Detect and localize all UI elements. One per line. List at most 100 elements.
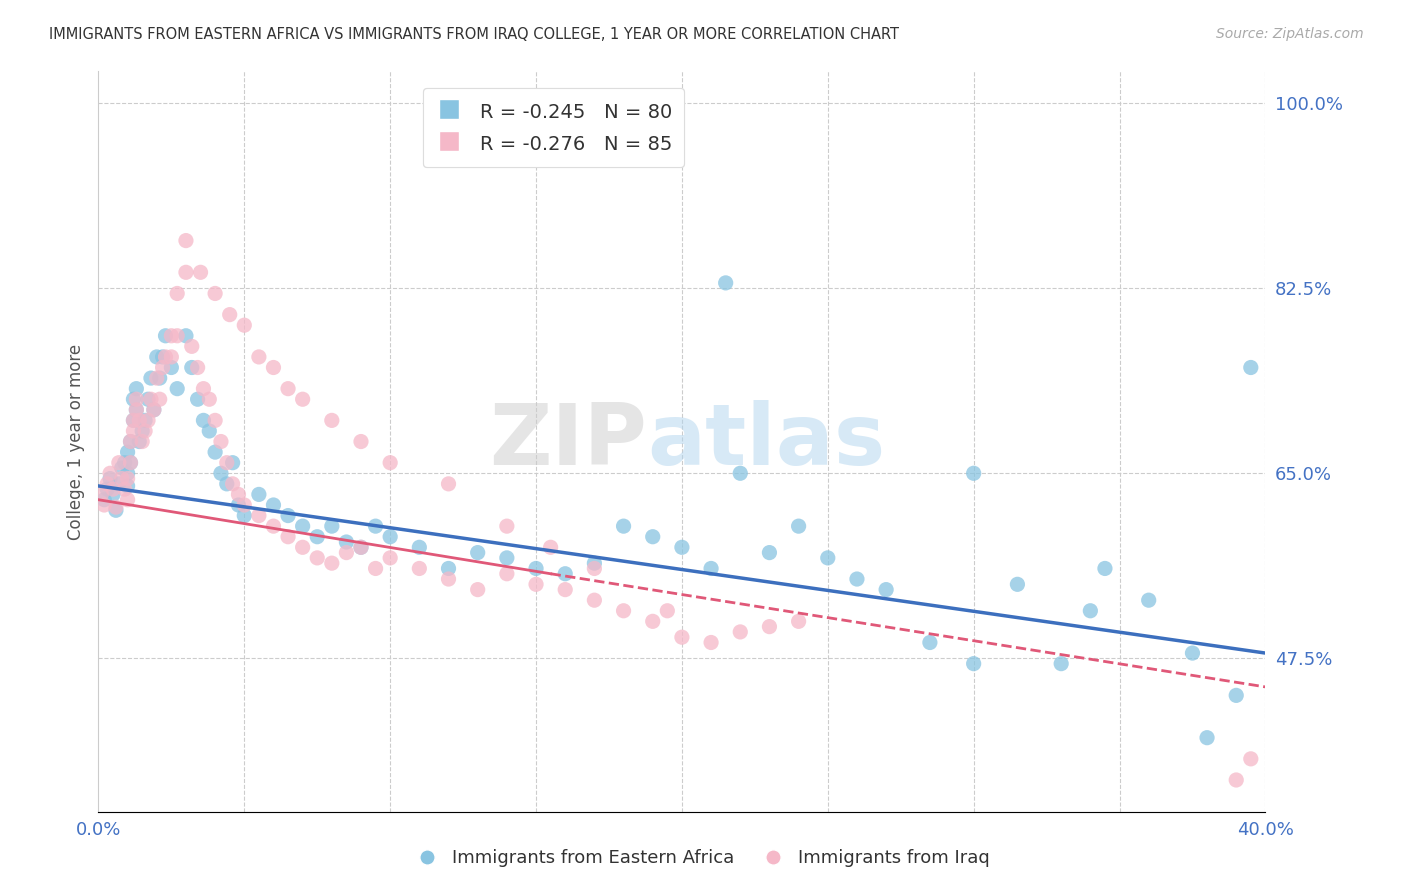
Point bbox=[117, 479, 139, 493]
Point bbox=[104, 503, 127, 517]
Point bbox=[307, 530, 329, 544]
Point bbox=[730, 624, 752, 639]
Point bbox=[204, 445, 226, 459]
Point bbox=[335, 546, 357, 560]
Point bbox=[291, 392, 314, 407]
Point bbox=[758, 620, 780, 634]
Point bbox=[152, 360, 174, 375]
Point bbox=[221, 456, 243, 470]
Text: atlas: atlas bbox=[647, 400, 886, 483]
Point bbox=[612, 519, 634, 533]
Point bbox=[174, 234, 197, 248]
Point bbox=[350, 434, 373, 449]
Point bbox=[136, 392, 159, 407]
Point bbox=[90, 487, 112, 501]
Point bbox=[174, 328, 197, 343]
Point bbox=[321, 556, 343, 570]
Point bbox=[152, 350, 174, 364]
Point bbox=[846, 572, 869, 586]
Point bbox=[262, 360, 284, 375]
Point bbox=[149, 371, 172, 385]
Point bbox=[1137, 593, 1160, 607]
Point bbox=[221, 476, 243, 491]
Point bbox=[125, 382, 148, 396]
Point bbox=[139, 371, 162, 385]
Point bbox=[583, 556, 606, 570]
Text: ZIP: ZIP bbox=[489, 400, 647, 483]
Point bbox=[209, 434, 232, 449]
Point bbox=[136, 413, 159, 427]
Point bbox=[247, 350, 270, 364]
Point bbox=[146, 371, 169, 385]
Point bbox=[101, 482, 124, 496]
Point bbox=[277, 382, 299, 396]
Point bbox=[1225, 689, 1247, 703]
Point bbox=[96, 482, 118, 496]
Point bbox=[139, 392, 162, 407]
Point bbox=[125, 402, 148, 417]
Point bbox=[1050, 657, 1073, 671]
Point bbox=[228, 498, 250, 512]
Text: Source: ZipAtlas.com: Source: ZipAtlas.com bbox=[1216, 27, 1364, 41]
Point bbox=[641, 615, 664, 629]
Y-axis label: College, 1 year or more: College, 1 year or more bbox=[66, 343, 84, 540]
Point bbox=[111, 472, 134, 486]
Point bbox=[335, 535, 357, 549]
Point bbox=[787, 615, 810, 629]
Point bbox=[380, 456, 402, 470]
Point bbox=[134, 413, 156, 427]
Point bbox=[155, 328, 177, 343]
Point bbox=[540, 541, 562, 555]
Point bbox=[1007, 577, 1029, 591]
Point bbox=[524, 561, 547, 575]
Point bbox=[122, 413, 145, 427]
Point bbox=[128, 434, 150, 449]
Point bbox=[166, 286, 188, 301]
Point bbox=[1094, 561, 1116, 575]
Point bbox=[233, 508, 256, 523]
Point bbox=[554, 582, 576, 597]
Point bbox=[496, 550, 519, 565]
Point bbox=[467, 546, 489, 560]
Point bbox=[155, 350, 177, 364]
Point bbox=[98, 472, 121, 486]
Point bbox=[160, 328, 183, 343]
Point bbox=[437, 572, 460, 586]
Point bbox=[180, 360, 202, 375]
Point bbox=[117, 492, 139, 507]
Point bbox=[1080, 604, 1102, 618]
Point bbox=[554, 566, 576, 581]
Point bbox=[180, 339, 202, 353]
Point bbox=[918, 635, 941, 649]
Point bbox=[131, 424, 153, 438]
Point bbox=[122, 392, 145, 407]
Point bbox=[96, 476, 118, 491]
Point bbox=[131, 434, 153, 449]
Point bbox=[277, 508, 299, 523]
Point bbox=[700, 561, 723, 575]
Point bbox=[233, 498, 256, 512]
Point bbox=[758, 546, 780, 560]
Point bbox=[142, 402, 165, 417]
Point bbox=[93, 498, 115, 512]
Point bbox=[350, 541, 373, 555]
Point bbox=[1195, 731, 1218, 745]
Point bbox=[174, 265, 197, 279]
Point bbox=[98, 467, 121, 481]
Point bbox=[321, 519, 343, 533]
Point bbox=[193, 413, 215, 427]
Point bbox=[408, 561, 430, 575]
Text: IMMIGRANTS FROM EASTERN AFRICA VS IMMIGRANTS FROM IRAQ COLLEGE, 1 YEAR OR MORE C: IMMIGRANTS FROM EASTERN AFRICA VS IMMIGR… bbox=[49, 27, 900, 42]
Point bbox=[128, 413, 150, 427]
Point bbox=[671, 630, 693, 644]
Point bbox=[641, 530, 664, 544]
Point bbox=[93, 492, 115, 507]
Point bbox=[117, 472, 139, 486]
Point bbox=[307, 550, 329, 565]
Point bbox=[228, 487, 250, 501]
Point bbox=[714, 276, 737, 290]
Point bbox=[134, 424, 156, 438]
Point bbox=[700, 635, 723, 649]
Point bbox=[962, 657, 984, 671]
Point bbox=[247, 508, 270, 523]
